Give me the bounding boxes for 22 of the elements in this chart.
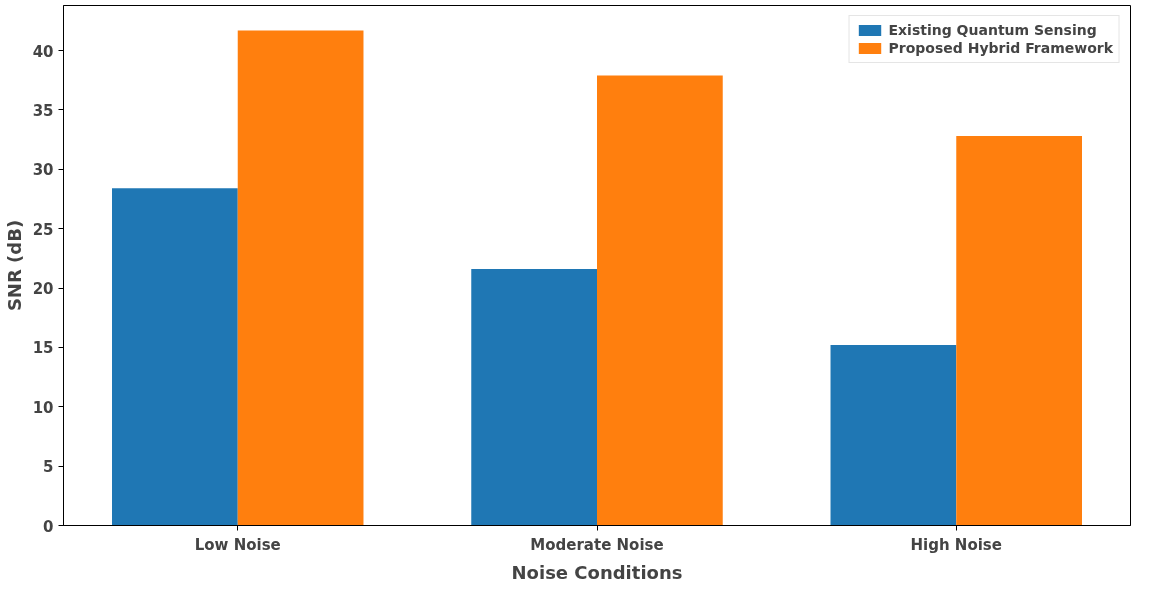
y-tick-label: 35 — [32, 101, 54, 120]
legend-label: Proposed Hybrid Framework — [888, 40, 1113, 56]
y-tick-label: 25 — [32, 220, 54, 239]
bar — [597, 75, 723, 526]
legend-label: Existing Quantum Sensing — [888, 22, 1097, 38]
x-tick-label: Low Noise — [194, 535, 281, 554]
y-tick-label: 5 — [43, 458, 54, 477]
y-tick-label: 0 — [43, 517, 54, 536]
x-axis-title: Noise Conditions — [511, 561, 683, 583]
bar — [237, 30, 364, 526]
y-tick-label: 40 — [32, 42, 54, 61]
x-tick-label: Moderate Noise — [530, 535, 664, 554]
y-tick-label: 15 — [32, 339, 54, 358]
y-tick-label: 10 — [32, 398, 54, 417]
y-tick-label: 20 — [32, 280, 54, 299]
x-tick-label: High Noise — [910, 535, 1002, 554]
bar — [956, 136, 1082, 526]
y-tick-label: 30 — [32, 161, 54, 180]
bar — [830, 345, 957, 526]
y-axis-title: SNR (dB) — [3, 219, 25, 312]
bar — [112, 188, 238, 526]
bar — [471, 269, 597, 526]
